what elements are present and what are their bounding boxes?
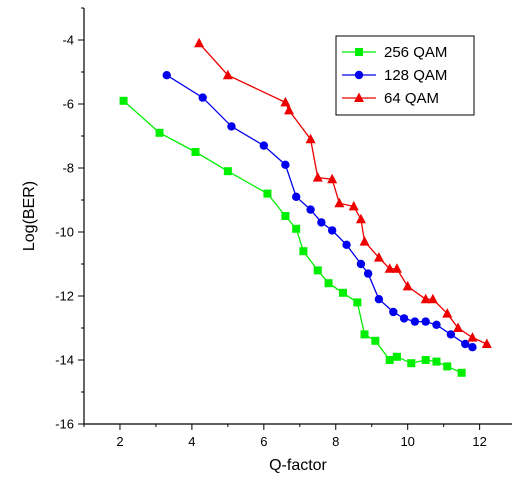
data-point <box>327 173 338 184</box>
series-layer <box>119 37 492 377</box>
legend-item: 64 QAM <box>342 90 439 107</box>
x-tick-label: 10 <box>400 434 414 449</box>
data-point <box>360 330 369 339</box>
data-point <box>155 128 164 137</box>
x-tick-label: 12 <box>472 434 486 449</box>
data-point <box>384 263 395 273</box>
legend: 256 QAM 128 QAM 64 QAM <box>335 35 475 116</box>
data-point <box>421 356 430 364</box>
legend-marker <box>354 92 364 102</box>
y-axis-ticks: -16 -14 -12 -10 -8 -6 -4 <box>55 7 84 432</box>
series-line <box>166 74 473 348</box>
data-point <box>342 240 351 249</box>
data-point <box>467 332 478 342</box>
data-point <box>407 359 416 368</box>
data-point <box>222 69 233 80</box>
data-point <box>312 172 323 182</box>
y-tick-label: -12 <box>55 289 74 304</box>
x-tick-label: 8 <box>332 434 339 449</box>
y-axis-label: Log(BER) <box>21 181 38 251</box>
legend-label: 256 QAM <box>384 44 447 61</box>
data-point <box>338 288 347 297</box>
x-axis-ticks: 2 4 6 8 10 12 <box>83 424 487 449</box>
data-point <box>481 338 492 348</box>
data-point <box>420 293 431 304</box>
legend-label: 64 QAM <box>384 90 439 107</box>
y-tick-label: -8 <box>62 161 74 176</box>
plot-frame <box>83 8 512 425</box>
data-point <box>446 330 456 339</box>
data-point <box>223 167 232 176</box>
series-triangle <box>194 37 492 348</box>
data-point <box>421 317 430 326</box>
data-point <box>355 213 366 224</box>
y-tick-label: -16 <box>55 417 74 432</box>
data-point <box>453 322 464 332</box>
x-tick-label: 4 <box>188 434 195 449</box>
data-point <box>324 279 333 288</box>
y-tick-label: -14 <box>55 353 74 368</box>
data-point <box>292 224 301 233</box>
data-point <box>399 314 409 323</box>
series-circle <box>162 71 477 352</box>
data-point <box>371 336 380 345</box>
data-point <box>119 96 128 105</box>
data-point <box>194 37 205 48</box>
legend-marker <box>355 48 363 56</box>
data-point <box>410 317 420 326</box>
legend-item: 256 QAM <box>342 44 447 61</box>
data-point <box>442 308 453 318</box>
series-square <box>119 96 466 377</box>
data-point <box>162 71 171 80</box>
data-point <box>359 236 370 246</box>
x-tick-label: 2 <box>116 434 123 449</box>
data-point <box>385 356 394 364</box>
series-line <box>123 100 462 374</box>
data-point <box>284 104 295 115</box>
data-point <box>374 295 384 304</box>
data-point <box>353 298 362 307</box>
data-point <box>432 357 441 366</box>
data-point <box>317 218 326 227</box>
data-point <box>299 247 308 256</box>
x-tick-label: 6 <box>260 434 267 449</box>
data-point <box>391 263 402 273</box>
data-point <box>389 307 398 317</box>
data-point <box>227 122 236 131</box>
data-point <box>348 200 359 211</box>
data-point <box>327 226 337 235</box>
data-point <box>259 141 269 150</box>
data-point <box>427 293 438 304</box>
data-point <box>432 320 441 329</box>
data-point <box>461 339 470 349</box>
data-point <box>191 148 200 156</box>
data-point <box>402 280 413 291</box>
x-axis-label: Q-factor <box>269 457 327 474</box>
data-point <box>280 96 291 107</box>
data-point <box>306 205 315 214</box>
data-point <box>292 192 301 201</box>
data-point <box>373 252 384 262</box>
data-point <box>334 197 345 208</box>
y-tick-label: -6 <box>62 97 74 112</box>
data-point <box>356 259 366 269</box>
legend-item: 128 QAM <box>342 67 447 84</box>
data-point <box>305 133 316 144</box>
y-tick-label: -4 <box>62 33 74 48</box>
data-point <box>443 362 452 371</box>
data-point <box>198 93 207 102</box>
data-point <box>392 352 401 361</box>
y-tick-label: -10 <box>55 225 74 240</box>
data-point <box>263 189 272 198</box>
data-point <box>457 368 466 377</box>
data-point <box>363 269 373 278</box>
legend-marker <box>354 70 364 80</box>
legend-label: 128 QAM <box>384 67 447 84</box>
data-point <box>468 343 477 352</box>
data-point <box>281 212 290 220</box>
data-point <box>281 160 290 169</box>
data-point <box>313 266 322 275</box>
